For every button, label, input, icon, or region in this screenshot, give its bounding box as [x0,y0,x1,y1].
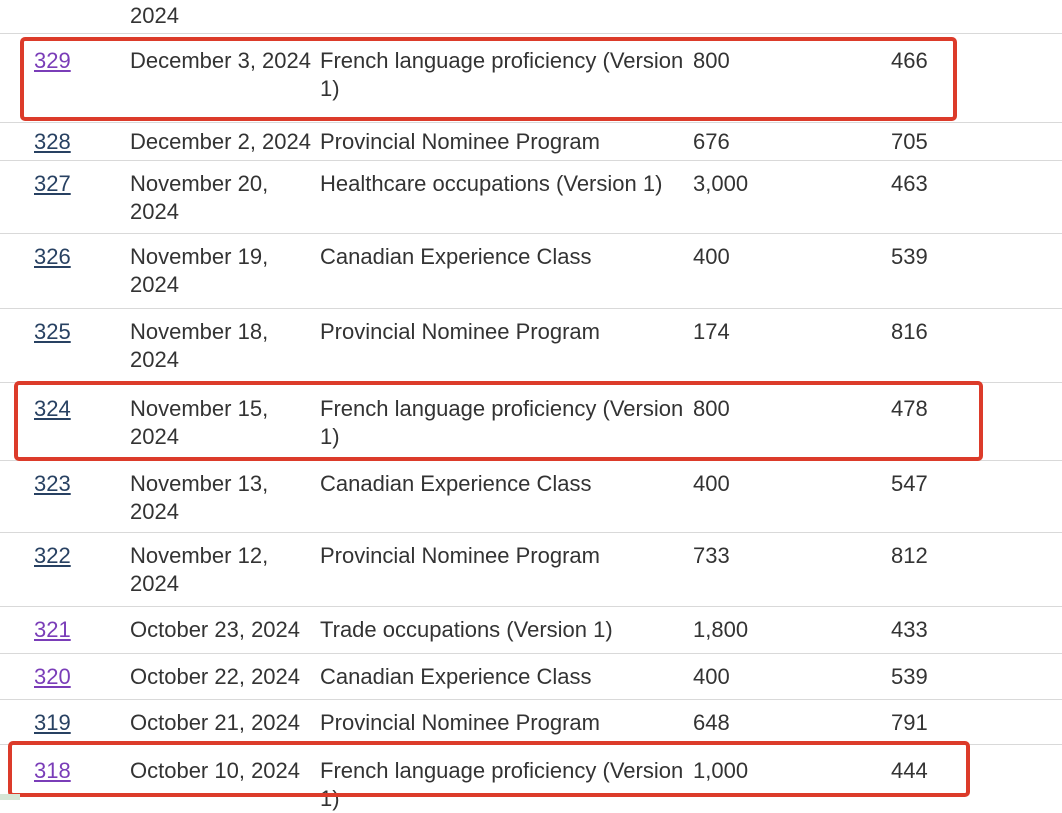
draw-number-link[interactable]: 329 [34,47,71,73]
draw-date-cell: October 23, 2024 [130,606,320,654]
score-cell: 463 [891,160,1062,234]
score-cell: 816 [891,308,1062,383]
score-cell: 539 [891,653,1062,700]
draw-number-cell: 320 [0,653,130,700]
invitations-cell: 800 [693,382,891,461]
invitations-cell: 648 [693,699,891,745]
draw-program-cell: Provincial Nominee Program [320,532,693,607]
draw-program-cell [320,0,693,34]
invitations-cell: 800 [693,33,891,123]
draw-date-cell: December 2, 2024 [130,122,320,161]
invitations-cell: 733 [693,532,891,607]
draw-date-cell: October 10, 2024 [130,757,301,783]
draw-number-link[interactable]: 325 [34,318,71,344]
draw-date-cell: November 15, 2024 [130,382,320,461]
draw-number-link[interactable]: 319 [34,709,71,735]
draw-program-cell: French language proficiency (Version 1) [320,757,684,811]
draw-number-cell: 328 [0,122,130,161]
draw-number-link[interactable]: 324 [34,395,71,421]
draw-date-cell: 2024 [130,0,320,34]
draw-program-cell: French language proficiency (Version 1) [320,33,693,123]
draw-number-cell: 321 [0,606,130,654]
draw-program-cell: French language proficiency (Version 1) [320,382,693,461]
table-row: 321 October 23, 2024 Trade occupations (… [0,606,1062,654]
draw-date-cell: November 19, 2024 [130,233,320,309]
table-row: 324 November 15, 2024 French language pr… [0,382,1062,461]
draw-number-cell: 325 [0,308,130,383]
draw-number-link[interactable]: 328 [34,128,71,154]
table-row: 328 December 2, 2024 Provincial Nominee … [0,122,1062,161]
draw-number-link[interactable]: 327 [34,170,71,196]
draw-number-link[interactable]: 321 [34,616,71,642]
draw-date-cell: October 21, 2024 [130,699,320,745]
invitations-cell: 1,000 [693,757,749,783]
draw-number-link[interactable]: 326 [34,243,71,269]
draw-program-cell: Healthcare occupations (Version 1) [320,160,693,234]
draw-program-cell: Canadian Experience Class [320,653,693,700]
table-row: 327 November 20, 2024 Healthcare occupat… [0,160,1062,234]
draw-number-link[interactable]: 320 [34,663,71,689]
draw-number-cell: 323 [0,460,130,533]
score-cell: 466 [891,33,1062,123]
table-row: 329 December 3, 2024 French language pro… [0,33,1062,123]
score-cell: 444 [891,757,928,783]
invitations-cell: 400 [693,653,891,700]
draw-program-cell: Canadian Experience Class [320,233,693,309]
draw-program-cell: Trade occupations (Version 1) [320,606,693,654]
draw-number-cell [0,0,130,34]
table-row: 319 October 21, 2024 Provincial Nominee … [0,699,1062,745]
draw-number-cell: 329 [0,33,130,123]
score-cell: 478 [891,382,1062,461]
table-row: 320 October 22, 2024 Canadian Experience… [0,653,1062,700]
draw-number-link[interactable]: 318 [34,757,71,783]
invitations-cell: 174 [693,308,891,383]
draw-number-cell: 324 [0,382,130,461]
draw-program-cell: Provincial Nominee Program [320,699,693,745]
invitations-cell [693,0,891,34]
score-cell: 791 [891,699,1062,745]
score-cell [891,0,1062,34]
score-cell: 539 [891,233,1062,309]
table-row: 325 November 18, 2024 Provincial Nominee… [0,308,1062,383]
draw-number-cell: 318 [0,744,130,813]
draw-program-cell: Provincial Nominee Program [320,122,693,161]
draw-number-cell: 327 [0,160,130,234]
score-cell: 433 [891,606,1062,654]
draw-date-cell: December 3, 2024 [130,33,320,123]
draw-number-link[interactable]: 322 [34,542,71,568]
invitations-cell: 400 [693,460,891,533]
score-cell: 812 [891,532,1062,607]
table-row: 2024 [0,0,1062,34]
table-row: 326 November 19, 2024 Canadian Experienc… [0,233,1062,309]
draw-date-cell: November 13, 2024 [130,460,320,533]
draw-date-cell: November 20, 2024 [130,160,320,234]
invitations-cell: 3,000 [693,160,891,234]
score-cell: 547 [891,460,1062,533]
draw-date-cell: October 22, 2024 [130,653,320,700]
draw-date-cell: November 12, 2024 [130,532,320,607]
draw-number-link[interactable]: 323 [34,470,71,496]
draw-program-cell: Provincial Nominee Program [320,308,693,383]
draw-date-cell: November 18, 2024 [130,308,320,383]
table-row: 318 October 10, 2024 French language pro… [0,744,1062,813]
invitations-cell: 676 [693,122,891,161]
score-cell: 705 [891,122,1062,161]
draw-number-cell: 326 [0,233,130,309]
footer-edge [0,794,20,800]
invitations-cell: 1,800 [693,606,891,654]
draw-program-cell: Canadian Experience Class [320,460,693,533]
table-row: 322 November 12, 2024 Provincial Nominee… [0,532,1062,607]
invitations-cell: 400 [693,233,891,309]
table-row: 323 November 13, 2024 Canadian Experienc… [0,460,1062,533]
draw-number-cell: 322 [0,532,130,607]
draw-number-cell: 319 [0,699,130,745]
